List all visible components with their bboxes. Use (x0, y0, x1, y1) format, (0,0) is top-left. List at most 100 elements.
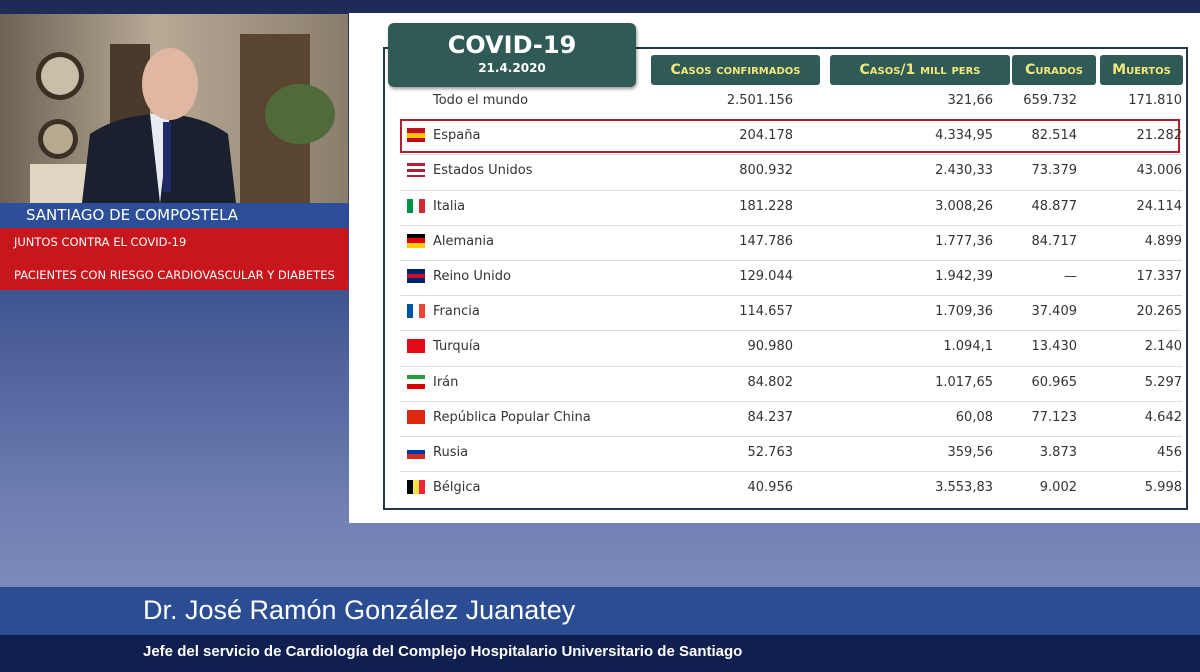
cell-value: 5.297 (1144, 374, 1182, 390)
cell-value: 9.002 (1039, 480, 1077, 496)
cell-value: 37.409 (1031, 304, 1078, 320)
cell-value: 2.430,33 (935, 163, 993, 179)
flag-stripe (407, 166, 425, 169)
topic-panel: JUNTOS CONTRA EL COVID-19 PACIENTES CON … (0, 228, 348, 290)
country-name: Estados Unidos (433, 163, 533, 179)
row-separator (400, 400, 1182, 402)
flag-stripe (407, 137, 425, 143)
flag (407, 339, 425, 354)
cell-value: 171.810 (1128, 93, 1182, 108)
flag (407, 304, 425, 319)
flag-stripe (407, 480, 413, 495)
country-name: Todo el mundo (433, 93, 529, 108)
flag-stripe (407, 171, 425, 175)
cell-value: 60,08 (955, 409, 993, 425)
cell-value: 181.228 (739, 198, 793, 214)
cell-value: 77.123 (1031, 409, 1078, 425)
cell-value: 21.282 (1136, 128, 1183, 144)
table-title: COVID-19 (447, 31, 577, 59)
flag (407, 198, 425, 213)
cell-value: 1.709,36 (935, 304, 993, 320)
flag (407, 233, 425, 248)
cell-value: 3.873 (1039, 445, 1077, 460)
flag-stripe (407, 269, 425, 274)
cell-value: 359,56 (947, 445, 994, 460)
cell-value: 1.094,1 (943, 339, 993, 355)
cell-value: 43.006 (1136, 163, 1183, 179)
cell-value: 82.514 (1031, 128, 1078, 144)
flag-stripe (407, 445, 425, 450)
cell-value: 84.802 (747, 374, 794, 390)
flag-stripe (413, 480, 419, 495)
topic-line: PACIENTES CON RIESGO CARDIOVASCULAR Y DI… (14, 268, 335, 282)
flag-stripe (407, 379, 425, 384)
flag-stripe (407, 454, 425, 460)
flag-stripe (419, 198, 425, 213)
row-separator (400, 295, 1182, 297)
cell-value: 73.379 (1031, 163, 1078, 179)
flag-stripe (419, 480, 425, 495)
cell-value: 456 (1157, 445, 1182, 460)
flag (407, 409, 425, 424)
flag-stripe (407, 243, 425, 248)
flag-stripe (413, 304, 419, 319)
cell-value: 800.932 (739, 163, 793, 179)
country-name: Reino Unido (433, 269, 511, 284)
video-feed (0, 14, 348, 203)
flag-stripe (407, 304, 413, 319)
table-date: 21.4.2020 (478, 61, 546, 75)
cell-value: 147.786 (739, 233, 793, 249)
cell-value: 4.334,95 (935, 128, 993, 144)
highlight-box (400, 119, 1180, 154)
cell-value: 20.265 (1136, 304, 1183, 320)
country-name: España (433, 128, 481, 144)
flag-stripe (407, 383, 425, 389)
cell-value: 13.430 (1031, 339, 1078, 355)
flag (407, 269, 425, 284)
cell-value: 84.237 (747, 409, 794, 425)
flag-stripe (407, 449, 425, 455)
row-separator (400, 330, 1182, 332)
flag-stripe (407, 233, 425, 239)
column-header: Casos confirmados (651, 55, 820, 85)
cell-value: — (1064, 269, 1077, 284)
cell-value: 84.717 (1031, 233, 1078, 249)
flag-stripe (407, 128, 425, 133)
country-name: Rusia (433, 445, 469, 460)
flag-stripe (407, 339, 425, 354)
cell-value: 3.008,26 (935, 198, 993, 214)
flag (407, 480, 425, 495)
table-panel (349, 13, 1200, 523)
flag-stripe (407, 198, 413, 213)
cell-value: 40.956 (747, 480, 794, 496)
table-frame (383, 47, 1188, 510)
row-separator (400, 365, 1182, 367)
cell-value: 659.732 (1023, 93, 1077, 108)
country-name: Francia (433, 304, 480, 320)
topic-line: JUNTOS CONTRA EL COVID-19 (14, 235, 187, 249)
flag-stripe (407, 132, 425, 138)
cell-value: 5.998 (1144, 480, 1182, 496)
cell-value: 1.777,36 (935, 233, 993, 249)
country-name: Italia (433, 198, 466, 214)
cell-value: 4.642 (1144, 409, 1182, 425)
flag-stripe (407, 409, 425, 424)
row-separator (400, 471, 1182, 473)
cell-value: 48.877 (1031, 198, 1078, 214)
cell-value: 321,66 (947, 93, 994, 108)
speaker-role: Jefe del servicio de Cardiología del Com… (0, 635, 1200, 672)
cell-value: 24.114 (1136, 198, 1183, 214)
cell-value: 3.553,83 (935, 480, 993, 496)
flag-stripe (407, 374, 425, 380)
speaker-name: Dr. José Ramón González Juanatey (0, 587, 1200, 635)
cell-value: 114.657 (739, 304, 793, 320)
flag-stripe (419, 304, 425, 319)
flag-stripe (407, 273, 425, 279)
cell-value: 4.899 (1144, 233, 1182, 249)
cell-value: 1.017,65 (935, 374, 993, 390)
flag-stripe (407, 168, 425, 172)
row-separator (400, 189, 1182, 191)
flag-stripe (407, 278, 425, 284)
country-name: Turquía (433, 339, 481, 355)
